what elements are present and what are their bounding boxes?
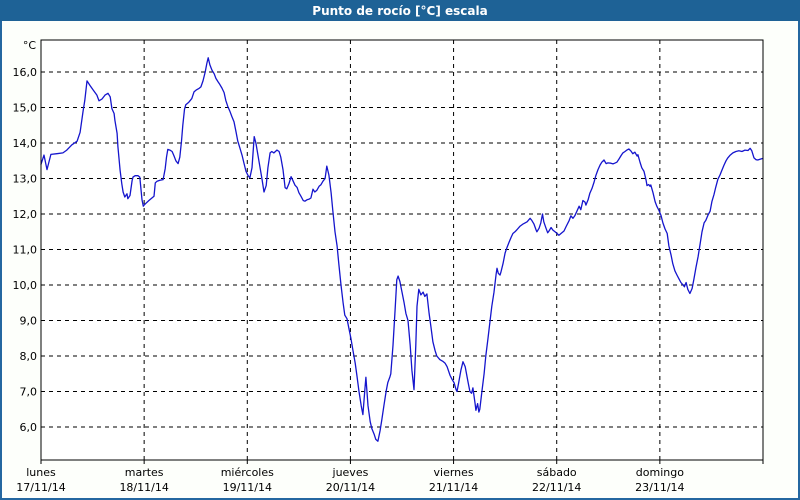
y-tick-label: 13,0 — [13, 173, 38, 186]
y-tick-label: 10,0 — [13, 279, 38, 292]
chart-title: Punto de rocío [°C] escala — [312, 4, 488, 18]
chart-title-bar: Punto de rocío [°C] escala — [0, 0, 800, 21]
y-tick-label: 6,0 — [20, 421, 38, 434]
y-tick-label: 16,0 — [13, 66, 38, 79]
date-label: 23/11/14 — [635, 481, 684, 494]
y-tick-label: 12,0 — [13, 208, 38, 221]
date-label: 19/11/14 — [223, 481, 272, 494]
y-tick-label: 9,0 — [20, 315, 38, 328]
date-label: 22/11/14 — [532, 481, 581, 494]
day-label: martes — [125, 466, 164, 479]
dew-point-line — [40, 57, 763, 442]
day-label: sábado — [537, 466, 577, 479]
day-label: jueves — [332, 466, 369, 479]
day-label: lunes — [26, 466, 56, 479]
day-label: miércoles — [221, 466, 274, 479]
y-tick-label: 14,0 — [13, 137, 38, 150]
date-label: 17/11/14 — [16, 481, 65, 494]
date-label: 21/11/14 — [429, 481, 478, 494]
y-tick-label: 8,0 — [20, 350, 38, 363]
y-axis-unit-label: °C — [23, 39, 37, 52]
y-tick-label: 7,0 — [20, 386, 38, 399]
day-label: domingo — [636, 466, 684, 479]
y-tick-label: 15,0 — [13, 102, 38, 115]
date-label: 18/11/14 — [119, 481, 168, 494]
day-label: viernes — [434, 466, 474, 479]
date-label: 20/11/14 — [326, 481, 375, 494]
plot-frame — [40, 39, 764, 461]
y-tick-label: 11,0 — [13, 244, 38, 257]
